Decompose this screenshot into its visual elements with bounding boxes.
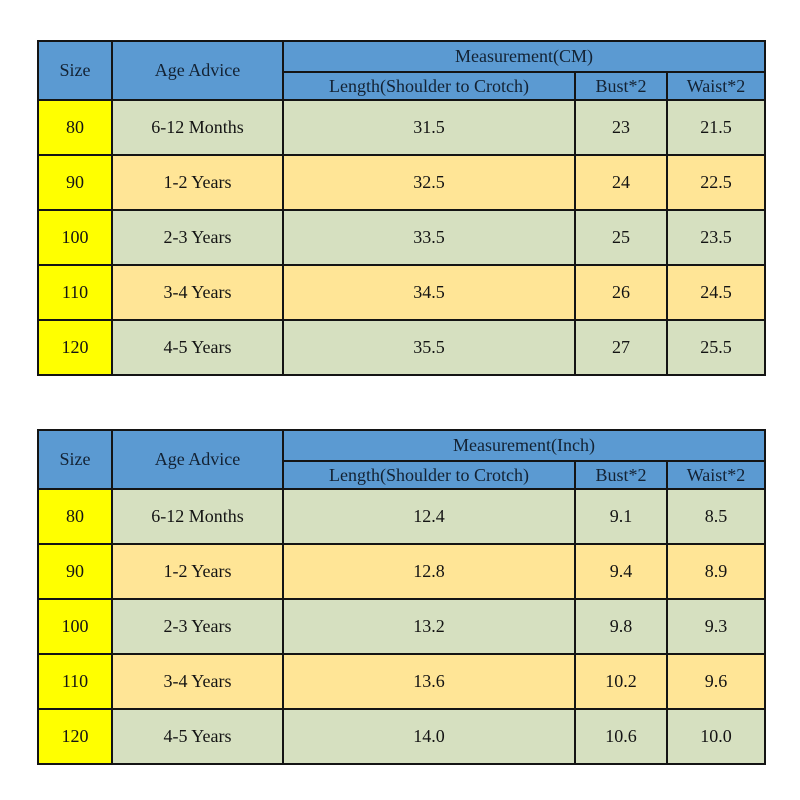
length-cell: 14.0 [282, 708, 576, 765]
header-row-top: Size Age Advice Measurement(CM) [37, 40, 766, 101]
col-header-size: Size [37, 40, 113, 101]
size-cell: 110 [37, 264, 113, 321]
bust-cell: 9.8 [574, 598, 668, 655]
length-cell: 33.5 [282, 209, 576, 266]
size-cell: 120 [37, 319, 113, 376]
header-row-top: Size Age Advice Measurement(Inch) [37, 429, 767, 490]
waist-cell: 8.9 [665, 543, 767, 600]
size-cell: 100 [37, 209, 113, 266]
age-cell: 3-4 Years [111, 653, 284, 710]
table-row-size-100: 100 2-3 Years 33.5 25 23.5 [37, 209, 766, 266]
size-table-inch: Size Age Advice Measurement(Inch) Length… [37, 429, 767, 765]
bust-cell: 10.2 [574, 653, 668, 710]
bust-cell: 25 [574, 209, 668, 266]
waist-cell: 25.5 [666, 319, 766, 376]
col-header-waist: Waist*2 [665, 460, 767, 490]
size-cell: 90 [37, 543, 113, 600]
col-header-measurement-cm: Measurement(CM) [282, 40, 766, 73]
header-row-sub: Length(Shoulder to Crotch) Bust*2 Waist*… [38, 71, 766, 101]
size-cell: 90 [37, 154, 113, 211]
length-cell: 13.2 [282, 598, 576, 655]
col-header-measurement-inch: Measurement(Inch) [281, 429, 767, 462]
col-header-waist: Waist*2 [666, 71, 766, 101]
bust-cell: 24 [574, 154, 668, 211]
col-header-age-advice: Age Advice [111, 40, 284, 101]
table-row-size-110: 110 3-4 Years 13.6 10.2 9.6 [37, 653, 767, 710]
table-row-size-100: 100 2-3 Years 13.2 9.8 9.3 [37, 598, 767, 655]
table-row-size-90: 90 1-2 Years 32.5 24 22.5 [37, 154, 766, 211]
age-cell: 6-12 Months [111, 99, 284, 156]
col-header-bust: Bust*2 [574, 460, 668, 490]
table-row-size-90: 90 1-2 Years 12.8 9.4 8.9 [37, 543, 767, 600]
size-cell: 110 [37, 653, 113, 710]
waist-cell: 8.5 [665, 488, 767, 545]
table-row-size-120: 120 4-5 Years 14.0 10.6 10.0 [37, 708, 767, 765]
waist-cell: 9.3 [665, 598, 767, 655]
length-cell: 35.5 [282, 319, 576, 376]
bust-cell: 26 [574, 264, 668, 321]
length-cell: 34.5 [282, 264, 576, 321]
size-cell: 80 [37, 99, 113, 156]
length-cell: 12.4 [282, 488, 576, 545]
age-cell: 1-2 Years [111, 543, 284, 600]
waist-cell: 10.0 [665, 708, 767, 765]
waist-cell: 24.5 [666, 264, 766, 321]
length-cell: 12.8 [282, 543, 576, 600]
bust-cell: 9.4 [574, 543, 668, 600]
table-row-size-110: 110 3-4 Years 34.5 26 24.5 [37, 264, 766, 321]
age-cell: 3-4 Years [111, 264, 284, 321]
header-row-sub: Length(Shoulder to Crotch) Bust*2 Waist*… [38, 460, 767, 490]
size-cell: 100 [37, 598, 113, 655]
waist-cell: 21.5 [666, 99, 766, 156]
bust-cell: 23 [574, 99, 668, 156]
waist-cell: 23.5 [666, 209, 766, 266]
age-cell: 2-3 Years [111, 209, 284, 266]
bust-cell: 27 [574, 319, 668, 376]
length-cell: 13.6 [282, 653, 576, 710]
age-cell: 6-12 Months [111, 488, 284, 545]
col-header-age-advice: Age Advice [111, 429, 284, 490]
table-row-size-80: 80 6-12 Months 31.5 23 21.5 [37, 99, 766, 156]
age-cell: 1-2 Years [111, 154, 284, 211]
size-cell: 120 [37, 708, 113, 765]
bust-cell: 9.1 [574, 488, 668, 545]
length-cell: 31.5 [282, 99, 576, 156]
size-cell: 80 [37, 488, 113, 545]
table-row-size-120: 120 4-5 Years 35.5 27 25.5 [37, 319, 766, 376]
col-header-length: Length(Shoulder to Crotch) [282, 71, 576, 101]
col-header-size: Size [37, 429, 113, 490]
size-table-cm: Size Age Advice Measurement(CM) Length(S… [37, 40, 766, 376]
length-cell: 32.5 [282, 154, 576, 211]
age-cell: 4-5 Years [111, 708, 284, 765]
table-row-size-80: 80 6-12 Months 12.4 9.1 8.5 [37, 488, 767, 545]
age-cell: 4-5 Years [111, 319, 284, 376]
waist-cell: 22.5 [666, 154, 766, 211]
bust-cell: 10.6 [574, 708, 668, 765]
col-header-length: Length(Shoulder to Crotch) [282, 460, 576, 490]
col-header-bust: Bust*2 [574, 71, 668, 101]
age-cell: 2-3 Years [111, 598, 284, 655]
waist-cell: 9.6 [665, 653, 767, 710]
